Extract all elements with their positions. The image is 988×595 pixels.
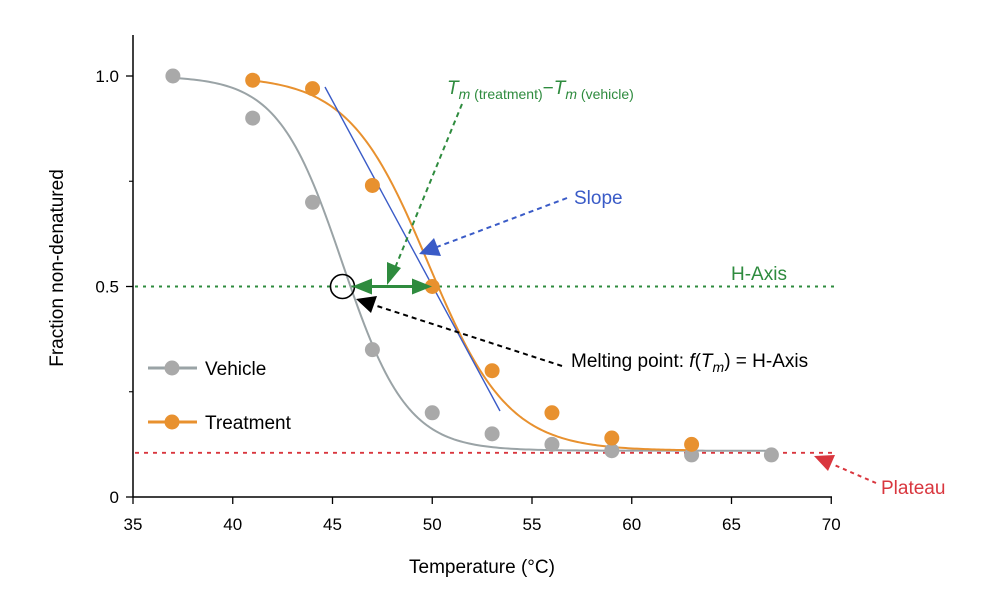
data-point-treatment: [424, 279, 440, 294]
slope-pointer-line: [436, 197, 568, 248]
plateau-pointer-head: [814, 455, 835, 471]
legend-swatch-dot-vehicle: [164, 360, 180, 376]
tm-vehicle-group: (vehicle): [577, 86, 634, 102]
data-points: [165, 68, 779, 463]
y-tick-label: 0: [110, 488, 119, 507]
melting-point-pointer-line: [373, 304, 563, 367]
data-point-vehicle: [305, 194, 321, 210]
fit-curve-treatment: [252, 79, 692, 452]
x-tick-label: 55: [523, 515, 542, 534]
data-point-vehicle: [245, 110, 261, 126]
y-tick-label: 1.0: [95, 67, 119, 86]
tm-treatment-symbol: T: [447, 78, 460, 99]
tm-minus: −: [543, 78, 554, 99]
data-point-treatment: [245, 72, 261, 88]
tm-vehicle-symbol: T: [554, 78, 567, 99]
x-axis-title: Temperature (°C): [409, 557, 555, 578]
legend: Vehicle Treatment: [148, 359, 292, 434]
x-tick-label: 65: [722, 515, 741, 534]
tm-pointer-head: [387, 262, 401, 285]
tm-difference-arrow: [352, 278, 432, 295]
tm-treatment-subscript: m: [459, 86, 471, 102]
h-axis-label: H-Axis: [731, 264, 787, 285]
annotation-arrows: [356, 103, 877, 484]
data-point-vehicle: [763, 447, 779, 463]
tm-arrow-head-left: [352, 278, 372, 295]
y-tick-label: 0.5: [95, 278, 119, 297]
fit-curves: [172, 76, 772, 452]
slope-label: Slope: [574, 188, 623, 209]
slope-pointer-head: [419, 238, 441, 256]
data-point-vehicle: [484, 426, 500, 442]
data-point-vehicle: [424, 405, 440, 421]
y-axis-ticks: 0 0.5 1.0: [95, 67, 133, 507]
tm-pointer-line: [394, 103, 463, 269]
data-point-treatment: [305, 81, 321, 97]
data-point-vehicle: [684, 447, 700, 463]
tm-treatment-group: (treatment): [470, 86, 542, 102]
x-tick-label: 50: [423, 515, 442, 534]
melting-point-t: T: [701, 351, 714, 372]
tm-arrow-head-right: [412, 278, 432, 295]
legend-label-vehicle: Vehicle: [205, 359, 266, 380]
data-point-vehicle: [604, 443, 620, 459]
x-tick-label: 35: [124, 515, 143, 534]
tm-difference-label: Tm (treatment)−Tm (vehicle): [447, 78, 634, 102]
data-point-treatment: [364, 177, 380, 193]
legend-label-treatment: Treatment: [205, 413, 292, 434]
melting-point-pointer-head: [356, 296, 377, 313]
fit-curve-vehicle: [172, 76, 772, 452]
x-tick-label: 70: [822, 515, 841, 534]
data-point-vehicle: [364, 342, 380, 358]
legend-item-treatment: Treatment: [148, 413, 292, 434]
data-point-treatment: [484, 363, 500, 379]
plateau-pointer-line: [831, 463, 877, 484]
legend-swatch-dot-treatment: [164, 414, 180, 430]
melting-point-rhs: H-Axis: [752, 351, 808, 372]
melting-point-eq: =: [731, 351, 753, 372]
x-tick-label: 60: [622, 515, 641, 534]
melting-point-label: Melting point: f(Tm) = H-Axis: [571, 351, 808, 375]
data-point-treatment: [684, 436, 700, 452]
data-point-treatment: [544, 405, 560, 421]
melting-point-open: (: [695, 351, 702, 372]
legend-item-vehicle: Vehicle: [148, 359, 266, 380]
slope-tangent-line: [324, 86, 501, 412]
x-tick-label: 45: [323, 515, 342, 534]
melting-point-close: ): [724, 351, 730, 372]
melting-point-f: f: [689, 351, 696, 372]
data-point-treatment: [604, 430, 620, 446]
melting-point-prefix: Melting point:: [571, 351, 689, 372]
data-point-vehicle: [544, 436, 560, 452]
plateau-label: Plateau: [881, 478, 945, 499]
y-axis-title: Fraction non-denatured: [47, 169, 68, 367]
melting-point-sub: m: [713, 359, 725, 375]
data-point-vehicle: [165, 68, 181, 84]
tm-vehicle-subscript: m: [565, 86, 577, 102]
x-axis-ticks: 35 40 45 50 55 60 65 70: [124, 497, 841, 534]
x-tick-label: 40: [223, 515, 242, 534]
